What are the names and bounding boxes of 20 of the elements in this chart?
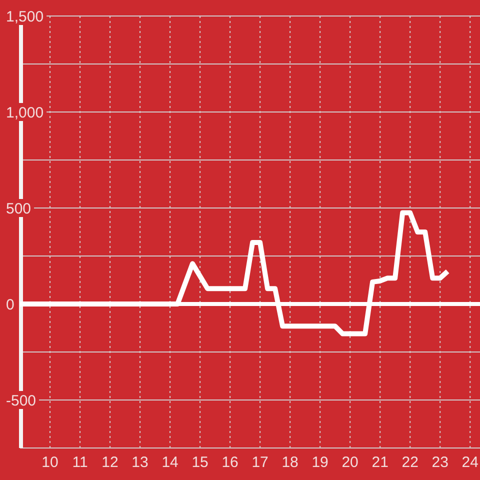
- x-tick-label: 21: [372, 454, 388, 471]
- y-tick-label: 1,500: [6, 8, 44, 26]
- x-tick-label: 14: [162, 454, 178, 471]
- x-tick-label: 24: [462, 454, 478, 471]
- x-tick-label: 17: [252, 454, 268, 471]
- x-tick-label: 12: [102, 454, 118, 471]
- y-tick-label: 500: [6, 200, 32, 218]
- x-tick-label: 15: [192, 454, 208, 471]
- x-tick-label: 13: [132, 454, 148, 471]
- x-tick-label: 20: [342, 454, 358, 471]
- y-tick-label: 0: [6, 296, 14, 314]
- y-tick-label: 1,000: [6, 104, 44, 122]
- x-tick-label: 18: [282, 454, 298, 471]
- y-tick-label: -500: [6, 392, 36, 410]
- x-tick-label: 11: [72, 454, 88, 471]
- x-tick-label: 22: [402, 454, 418, 471]
- x-tick-label: 23: [432, 454, 448, 471]
- x-tick-label: 10: [42, 454, 58, 471]
- x-tick-label: 19: [312, 454, 328, 471]
- x-tick-label: 16: [222, 454, 238, 471]
